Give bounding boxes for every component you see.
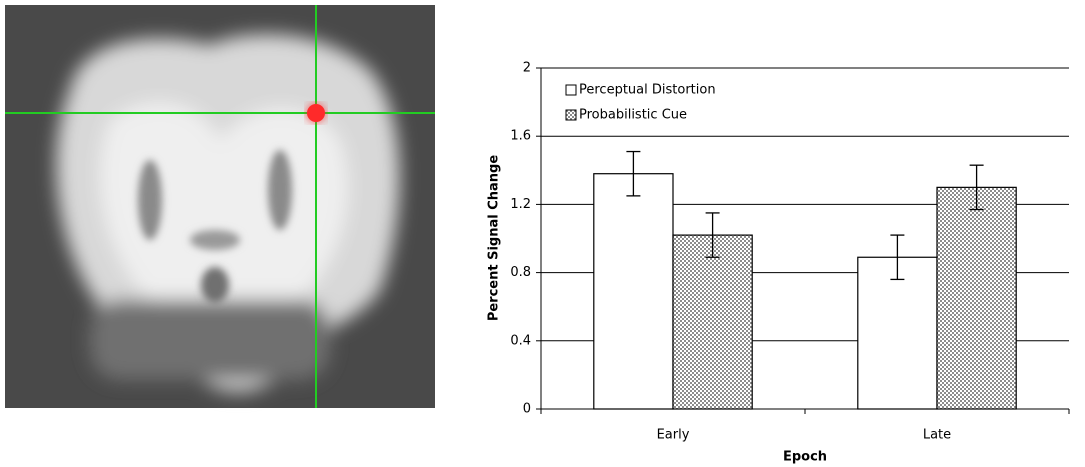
y-tick-label: 0.4 xyxy=(510,333,531,348)
legend-label: Probabilistic Cue xyxy=(579,108,687,123)
x-tick-label: Late xyxy=(923,428,951,443)
y-tick-label: 1.2 xyxy=(510,197,531,212)
bar xyxy=(937,187,1016,409)
bar xyxy=(673,235,752,409)
y-tick-label: 1.6 xyxy=(510,129,531,144)
page: Epoch Percent Signal Change 0 0.4 0.8 1.2 1.… xyxy=(0,0,1085,467)
legend-swatch xyxy=(566,85,576,95)
y-axis-label: Percent Signal Change xyxy=(487,155,502,322)
x-tick-label: Early xyxy=(657,428,690,443)
y-tick-label: 2 xyxy=(523,61,531,76)
x-axis-label: Epoch xyxy=(783,450,827,465)
legend-swatch xyxy=(566,110,576,120)
figure: Epoch Percent Signal Change 0 0.4 0.8 1.2 1.… xyxy=(0,0,1085,467)
bar xyxy=(594,174,673,409)
legend-label: Perceptual Distortion xyxy=(579,83,716,98)
bar-chart: Epoch Percent Signal Change 0 0.4 0.8 1.2 1.… xyxy=(487,61,1070,465)
y-tick-label: 0 xyxy=(523,402,531,417)
y-tick-label: 0.8 xyxy=(510,265,531,280)
brain-image xyxy=(5,5,435,408)
